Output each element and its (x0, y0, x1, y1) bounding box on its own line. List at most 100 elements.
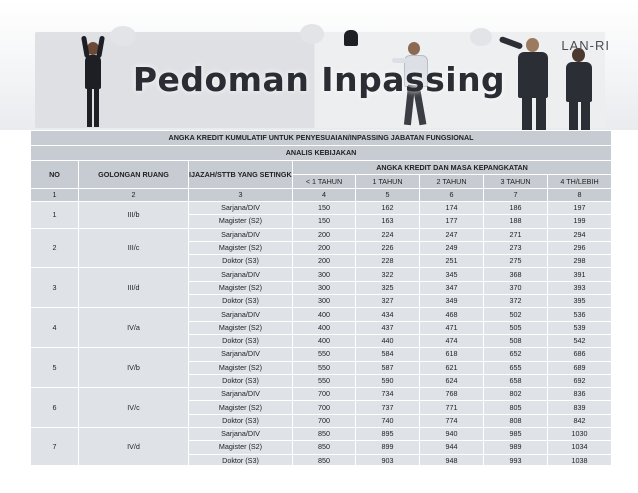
credit-value-cell: 989 (483, 440, 548, 455)
brand-logo-text: LAN-RI (561, 38, 610, 53)
credit-value-cell: 536 (546, 307, 611, 322)
credit-value-cell: 692 (546, 373, 611, 389)
table-row: 2 III/c Sarjana/DIV 200 224 247 271 294 (30, 227, 611, 269)
credit-value-cell: 700 (292, 400, 356, 415)
credit-value-cell: 163 (355, 214, 420, 229)
table-row: Magister (S2) 550 587 621 655 689 (31, 360, 611, 375)
ijazah-cell: Doktor (S3) (188, 294, 293, 309)
credit-value-cell: 771 (419, 400, 484, 415)
credit-value-cell: 899 (355, 440, 420, 455)
credit-value-cell: 850 (292, 440, 356, 455)
credit-value-cell: 655 (483, 360, 548, 375)
ijazah-cell: Sarjana/DIV (188, 347, 293, 362)
credit-value-cell: 850 (292, 427, 356, 442)
credit-value-cell: 468 (419, 307, 484, 322)
credit-value-cell: 347 (419, 280, 484, 296)
column-header-golongan: GOLONGAN RUANG (78, 160, 189, 189)
credit-value-cell: 539 (546, 320, 611, 335)
credit-value-cell: 1038 (546, 453, 611, 465)
ijazah-cell: Doktor (S3) (188, 373, 293, 389)
golongan-cell: III/d (78, 267, 189, 309)
credit-value-cell: 774 (419, 413, 484, 429)
credit-value-cell: 300 (292, 267, 356, 282)
ijazah-cell: Doktor (S3) (188, 254, 293, 269)
credit-value-cell: 437 (355, 320, 420, 335)
table-row: Doktor (S3) 850 903 948 993 1038 (31, 453, 611, 465)
credit-value-cell: 505 (483, 320, 548, 335)
ijazah-cell: Sarjana/DIV (188, 267, 293, 282)
golongan-cell: IV/c (78, 387, 189, 429)
credit-value-cell: 296 (546, 240, 611, 256)
column-number: 5 (355, 188, 420, 202)
ijazah-cell: Sarjana/DIV (188, 227, 293, 242)
credit-value-cell: 200 (292, 227, 356, 242)
inpassing-table: ANGKA KREDIT KUMULATIF UNTUK PENYESUAIAN… (30, 130, 611, 465)
golongan-cell: III/c (78, 227, 189, 269)
credit-value-cell: 618 (419, 347, 484, 362)
credit-value-cell: 624 (419, 373, 484, 389)
column-number: 3 (188, 188, 293, 202)
page-title: Pedoman Inpassing (132, 60, 506, 99)
ijazah-cell: Magister (S2) (188, 320, 293, 335)
businessman-pointing-figure (498, 34, 556, 130)
credit-value-cell: 948 (419, 453, 484, 465)
credit-value-cell: 322 (355, 267, 420, 282)
ijazah-cell: Sarjana/DIV (188, 307, 293, 322)
credit-value-cell: 162 (355, 200, 420, 216)
column-number: 7 (483, 188, 548, 202)
credit-value-cell: 508 (483, 333, 548, 349)
golongan-cell: IV/b (78, 347, 189, 389)
credit-value-cell: 850 (292, 453, 356, 465)
credit-value-cell: 471 (419, 320, 484, 335)
table-row: Magister (S2) 700 737 771 805 839 (31, 400, 611, 415)
credit-value-cell: 327 (355, 294, 420, 309)
ijazah-cell: Magister (S2) (188, 280, 293, 296)
inpassing-table-container: ANGKA KREDIT KUMULATIF UNTUK PENYESUAIAN… (30, 130, 611, 465)
ijazah-cell: Sarjana/DIV (188, 427, 293, 442)
credit-value-cell: 944 (419, 440, 484, 455)
table-row: Doktor (S3) 200 228 251 275 298 (31, 254, 611, 269)
credit-value-cell: 275 (483, 254, 548, 269)
businessman-back-figure (560, 48, 600, 130)
credit-value-cell: 652 (483, 347, 548, 362)
ijazah-cell: Magister (S2) (188, 240, 293, 256)
ijazah-cell: Magister (S2) (188, 400, 293, 415)
table-row: 7 IV/d Sarjana/DIV 850 895 940 985 1030 (30, 427, 611, 465)
table-row: Doktor (S3) 550 590 624 658 692 (31, 373, 611, 389)
credit-value-cell: 584 (355, 347, 420, 362)
hand-figure (340, 28, 364, 48)
credit-value-cell: 325 (355, 280, 420, 296)
table-row: 5 IV/b Sarjana/DIV 550 584 618 652 686 (30, 347, 611, 389)
row-number: 3 (30, 267, 79, 309)
table-row: 6 IV/c Sarjana/DIV 700 734 768 802 836 (30, 387, 611, 429)
credit-value-cell: 271 (483, 227, 548, 242)
row-number: 5 (30, 347, 79, 389)
credit-value-cell: 349 (419, 294, 484, 309)
row-number: 6 (30, 387, 79, 429)
credit-value-cell: 1034 (546, 440, 611, 455)
credit-value-cell: 150 (292, 200, 356, 216)
credit-value-cell: 686 (546, 347, 611, 362)
puzzle-background (35, 32, 605, 128)
table-row: Magister (S2) 150 163 177 188 199 (31, 214, 611, 229)
credit-value-cell: 400 (292, 333, 356, 349)
credit-value-cell: 621 (419, 360, 484, 375)
credit-value-cell: 542 (546, 333, 611, 349)
ijazah-cell: Doktor (S3) (188, 453, 293, 465)
businesswoman-figure (78, 35, 108, 130)
column-number: 4 (292, 188, 356, 202)
credit-value-cell: 689 (546, 360, 611, 375)
credit-value-cell: 734 (355, 387, 420, 402)
credit-value-cell: 700 (292, 387, 356, 402)
credit-value-cell: 200 (292, 254, 356, 269)
credit-value-cell: 1030 (546, 427, 611, 442)
credit-value-cell: 740 (355, 413, 420, 429)
credit-value-cell: 903 (355, 453, 420, 465)
credit-value-cell: 805 (483, 400, 548, 415)
credit-value-cell: 434 (355, 307, 420, 322)
column-number: 8 (546, 188, 611, 202)
golongan-cell: III/b (78, 201, 189, 229)
table-row: 4 IV/a Sarjana/DIV 400 434 468 502 536 (30, 307, 611, 349)
credit-value-cell: 768 (419, 387, 484, 402)
ijazah-cell: Doktor (S3) (188, 413, 293, 429)
